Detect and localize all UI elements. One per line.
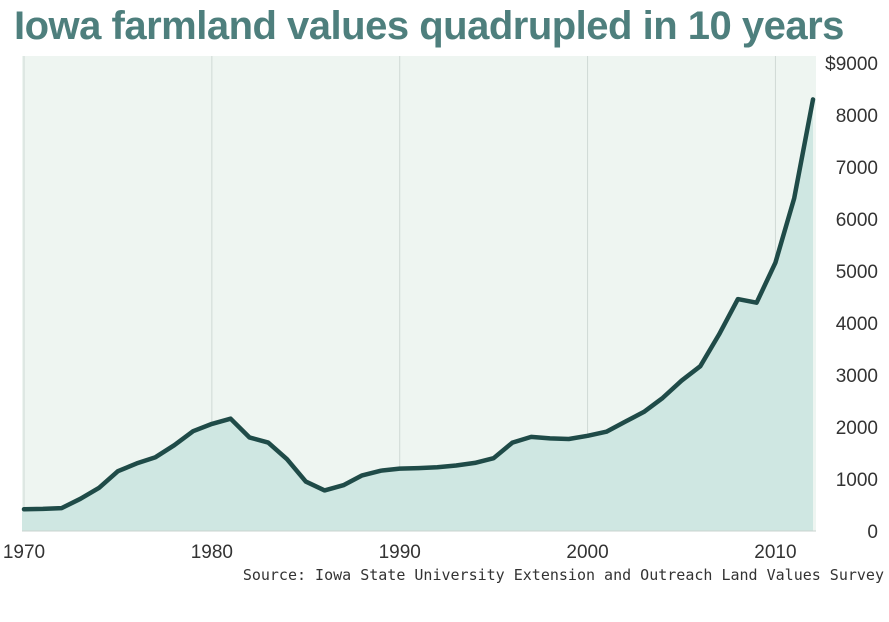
x-tick-label-1990: 1990 xyxy=(379,542,421,563)
y-tick-label-9000: $9000 xyxy=(825,54,878,75)
x-tick-label-2000: 2000 xyxy=(566,542,608,563)
y-tick-label-3000: 3000 xyxy=(836,366,878,387)
source-note: Source: Iowa State University Extension … xyxy=(242,566,884,584)
x-axis-ticks: 1970 1980 1990 2000 2010 xyxy=(3,542,797,563)
y-tick-label-2000: 2000 xyxy=(836,418,878,439)
y-tick-label-4000: 4000 xyxy=(836,314,878,335)
y-axis-ticks: 0 1000 2000 3000 4000 5000 6000 7000 8000 $9000 xyxy=(825,54,878,543)
series-line xyxy=(21,97,816,512)
y-tick-label-5000: 5000 xyxy=(836,262,878,283)
x-tick-label-1980: 1980 xyxy=(191,542,233,563)
y-tick-label-1000: 1000 xyxy=(836,470,878,491)
x-tick-label-1970: 1970 xyxy=(3,542,45,563)
x-tick-label-2010: 2010 xyxy=(754,542,796,563)
y-tick-label-0: 0 xyxy=(867,522,878,543)
chart-title: Iowa farmland values quadrupled in 10 ye… xyxy=(14,4,844,48)
y-tick-label-6000: 6000 xyxy=(836,210,878,231)
y-tick-label-7000: 7000 xyxy=(836,158,878,179)
y-tick-label-8000: 8000 xyxy=(836,106,878,127)
